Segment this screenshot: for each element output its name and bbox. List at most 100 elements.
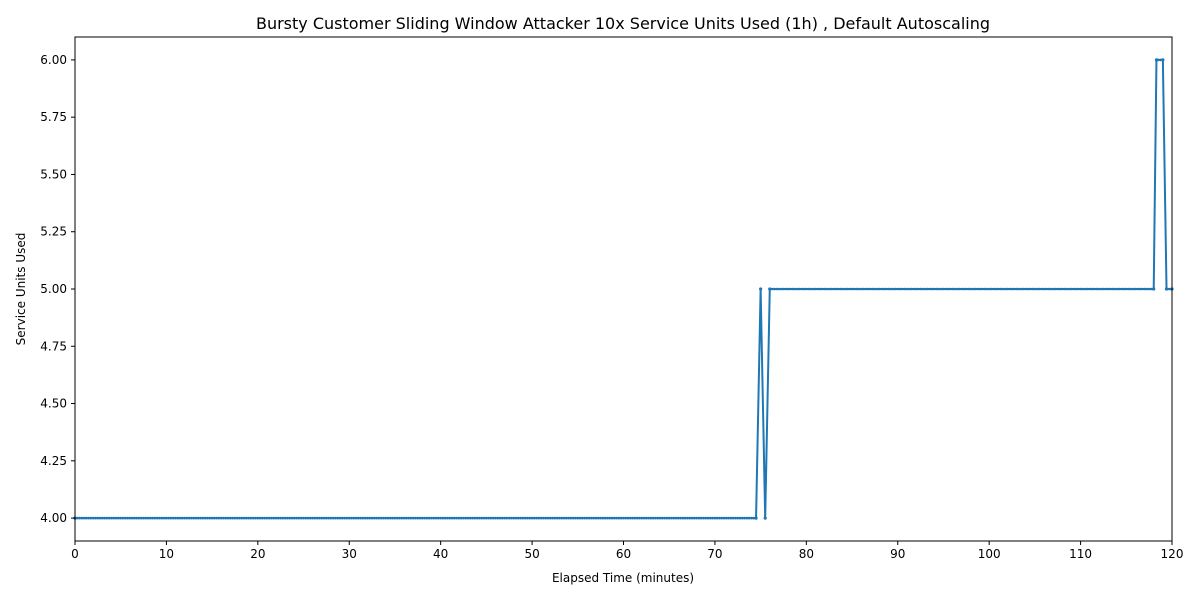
data-point [656, 516, 660, 520]
data-point [917, 287, 920, 291]
data-point [142, 516, 145, 520]
data-point [309, 516, 312, 520]
data-point [1164, 287, 1169, 291]
data-point [521, 516, 525, 520]
data-point [192, 516, 196, 520]
data-point [866, 287, 870, 291]
data-point [624, 516, 628, 520]
data-point [389, 516, 392, 520]
data-point [1120, 287, 1124, 291]
data-point [1122, 287, 1126, 291]
data-point [281, 516, 285, 520]
data-point [153, 516, 157, 520]
data-point [290, 516, 294, 520]
data-point [272, 516, 276, 520]
data-point [162, 516, 166, 520]
data-point [1058, 287, 1062, 291]
data-point [229, 516, 232, 520]
data-point [649, 516, 653, 520]
data-point [841, 287, 845, 291]
data-point [235, 516, 239, 520]
data-point [873, 287, 877, 291]
y-tick-label: 6.00 [40, 53, 67, 67]
data-point [491, 516, 495, 520]
data-point [942, 287, 945, 291]
data-point [754, 516, 758, 520]
data-point [215, 516, 218, 520]
data-point [94, 516, 97, 520]
data-point [222, 516, 225, 520]
data-point [473, 516, 477, 520]
data-point [958, 287, 961, 291]
data-point [869, 287, 872, 291]
data-point [645, 516, 648, 520]
data-point [677, 516, 680, 520]
data-point [569, 516, 573, 520]
data-point [1150, 287, 1153, 291]
data-point [517, 516, 520, 520]
y-tick-label: 4.25 [40, 454, 67, 468]
data-point [325, 516, 328, 520]
data-point [242, 516, 246, 520]
data-point [446, 516, 449, 520]
data-point [1022, 287, 1025, 291]
data-point [395, 516, 399, 520]
data-point [967, 287, 970, 291]
data-point [674, 516, 678, 520]
data-point [213, 516, 216, 520]
data-point [1134, 287, 1137, 291]
data-point [194, 516, 198, 520]
data-point [393, 516, 397, 520]
data-point [850, 287, 854, 291]
data-point [386, 516, 390, 520]
data-point [562, 516, 566, 520]
data-point [526, 516, 529, 520]
data-point [594, 516, 598, 520]
data-point [599, 516, 602, 520]
data-point [855, 287, 858, 291]
data-point [1054, 287, 1057, 291]
data-point [181, 516, 184, 520]
data-point [261, 516, 264, 520]
data-point [350, 516, 353, 520]
data-point [398, 516, 401, 520]
data-point [814, 287, 817, 291]
data-point [171, 516, 175, 520]
data-point [160, 516, 164, 520]
data-point [311, 516, 314, 520]
x-tick-label: 50 [524, 547, 539, 561]
data-point [279, 516, 282, 520]
data-point [1031, 287, 1034, 291]
data-point [997, 287, 1000, 291]
data-point [183, 516, 186, 520]
data-point [789, 287, 792, 291]
data-point [80, 516, 84, 520]
data-point [768, 287, 772, 291]
data-point [1111, 287, 1114, 291]
data-point [770, 287, 774, 291]
data-point [434, 516, 438, 520]
data-point [391, 516, 394, 520]
data-point [818, 287, 822, 291]
data-point [898, 287, 902, 291]
data-point [270, 516, 273, 520]
data-point [505, 516, 509, 520]
data-point [85, 516, 88, 520]
data-point [1083, 287, 1087, 291]
data-point [231, 516, 234, 520]
data-point [592, 516, 596, 520]
data-point [274, 516, 278, 520]
data-point [126, 516, 129, 520]
data-point [1070, 287, 1073, 291]
data-point [590, 516, 593, 520]
data-point [1026, 287, 1030, 291]
data-point [1127, 287, 1130, 291]
data-point [149, 516, 152, 520]
data-point [912, 287, 916, 291]
data-point [949, 287, 952, 291]
data-point [439, 516, 442, 520]
data-point [407, 516, 410, 520]
data-point [402, 516, 406, 520]
data-point [299, 516, 303, 520]
data-point [293, 516, 296, 520]
